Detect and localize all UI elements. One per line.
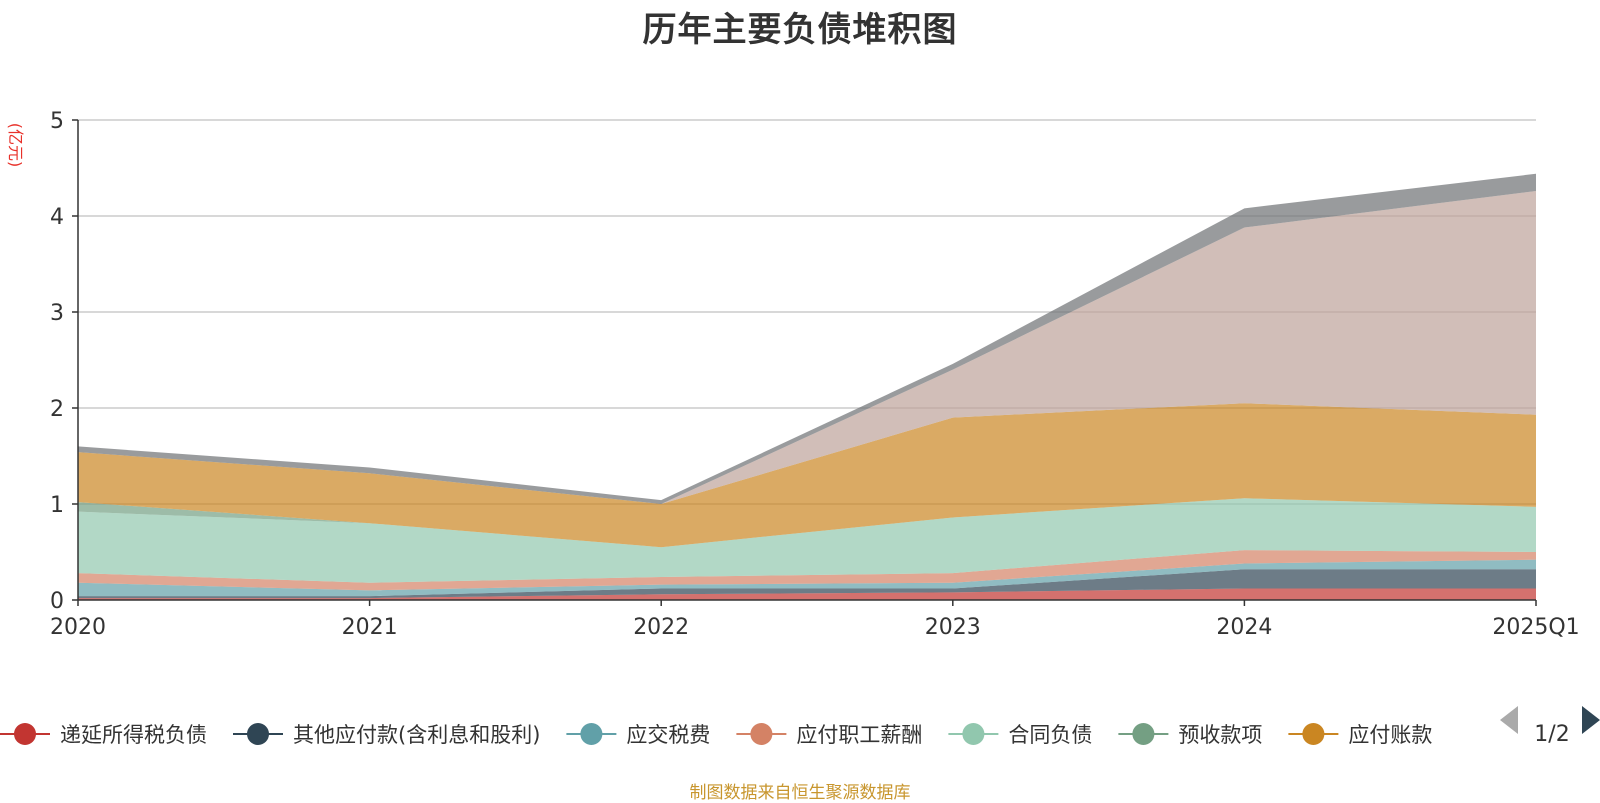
legend-label: 预收款项 [1178,723,1262,747]
y-tick-label: 5 [50,109,64,134]
y-tick-label: 2 [50,397,64,422]
legend-label: 合同负债 [1008,723,1092,747]
axes: 0 1 2 3 4 5 2020 2021 2022 2023 2024 2025Q1 [50,109,1580,640]
legend: 递延所得税负债 其他应付款(含利息和股利) 应交税费 应付职工薪酬 合同负债 预收款项 应付… [0,723,1432,747]
legend-item[interactable]: 应付账款 [1288,723,1432,747]
source-note: 制图数据来自恒生聚源数据库 [689,783,911,803]
area-series-4 [78,498,1536,583]
legend-label: 应付职工薪酬 [796,723,922,747]
x-tick-label: 2024 [1216,615,1272,640]
area-series-2 [78,559,1536,597]
area-series-3 [78,550,1536,591]
legend-pager: 1/2 [1500,706,1600,747]
x-tick-label: 2022 [633,615,689,640]
legend-page-indicator: 1/2 [1534,722,1569,747]
area-series-6 [78,403,1536,548]
area-series-1 [78,569,1536,599]
legend-label: 应付账款 [1348,723,1432,747]
area-series-7 [78,191,1536,505]
chart-title: 历年主要负债堆积图 [642,10,958,50]
y-tick-label: 0 [50,589,64,614]
triangle-right-icon[interactable] [1582,706,1600,734]
legend-marker-icon [1302,723,1325,745]
legend-marker-icon [750,723,773,745]
area-series-0 [78,588,1536,600]
legend-label: 其他应付款(含利息和股利) [293,723,540,747]
legend-item[interactable]: 应交税费 [566,723,710,747]
x-tick-label: 2020 [50,615,106,640]
legend-item[interactable]: 合同负债 [948,723,1092,747]
legend-marker-icon [1132,723,1155,745]
triangle-left-icon[interactable] [1500,706,1518,734]
x-tick-label: 2025Q1 [1492,615,1579,640]
legend-item[interactable]: 其他应付款(含利息和股利) [233,723,540,747]
y-tick-label: 3 [50,301,64,326]
legend-marker-icon [962,723,985,745]
x-tick-label: 2023 [925,615,981,640]
y-axis-unit-label: (亿元) [6,123,25,168]
x-tick-label: 2021 [342,615,398,640]
legend-item[interactable]: 应付职工薪酬 [736,723,922,747]
legend-label: 递延所得税负债 [60,723,207,747]
area-series-8 [78,173,1536,504]
legend-item[interactable]: 递延所得税负债 [0,723,207,747]
legend-item[interactable]: 预收款项 [1118,723,1262,747]
legend-marker-icon [580,723,603,745]
legend-marker-icon [14,723,36,745]
legend-marker-icon [247,723,269,745]
y-tick-label: 1 [50,493,64,518]
area-series-group [78,173,1536,600]
legend-label: 应交税费 [626,723,710,747]
y-tick-label: 4 [50,205,64,230]
